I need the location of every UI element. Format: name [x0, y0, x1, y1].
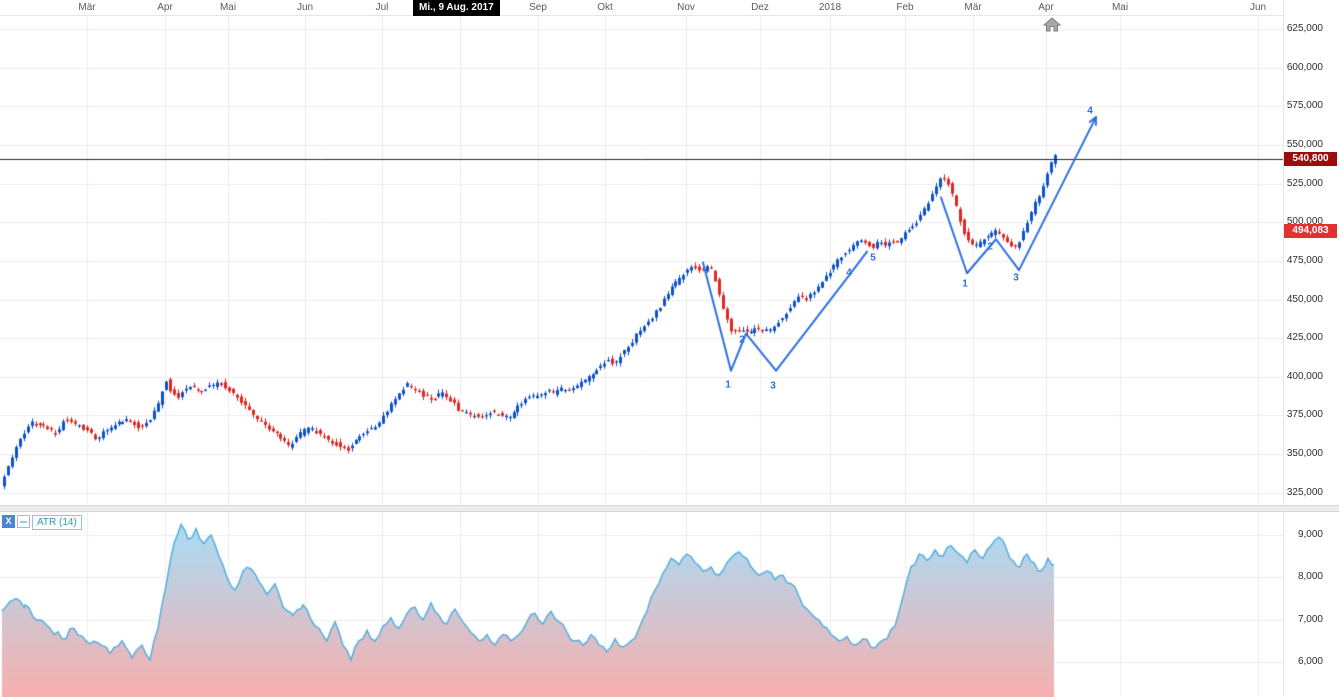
time-axis[interactable]: Mi., 9 Aug. 2017 Mär Apr Mai Jun Jul Sep Okt No…	[0, 0, 1283, 16]
month-label: Apr	[157, 2, 173, 13]
indicator-style-swatch[interactable]	[17, 515, 30, 528]
month-label: Jul	[375, 2, 389, 13]
month-label: Mai	[1111, 2, 1129, 13]
price-tick-label: 400,000	[1286, 370, 1323, 382]
home-icon	[1042, 17, 1062, 32]
month-label: Feb	[896, 2, 914, 13]
atr-indicator-canvas[interactable]	[0, 512, 1283, 697]
price-tick-label: 600,000	[1286, 61, 1323, 73]
price-axis[interactable]: 625,000 600,000 575,000 550,000 525,000 500,0…	[1283, 16, 1339, 505]
price-tick-label: 625,000	[1286, 22, 1323, 34]
price-chart-canvas[interactable]	[0, 16, 1283, 505]
axis-separator	[1283, 0, 1284, 697]
line-style-icon	[20, 521, 27, 523]
month-label: Mai	[219, 2, 237, 13]
price-tick-label: 375,000	[1286, 409, 1323, 421]
indicator-close-button[interactable]: X	[2, 515, 15, 528]
atr-tick-label: 6,000	[1297, 656, 1323, 668]
month-label: Mär	[964, 2, 982, 13]
month-label: Mär	[78, 2, 96, 13]
atr-tick-label: 9,000	[1297, 529, 1323, 541]
price-tick-label: 425,000	[1286, 332, 1323, 344]
price-tick-label: 525,000	[1286, 177, 1323, 189]
price-tick-label: 325,000	[1286, 486, 1323, 498]
atr-tick-label: 7,000	[1297, 613, 1323, 625]
month-label: Okt	[597, 2, 613, 13]
month-label: Dez	[751, 2, 769, 13]
price-tick-label: 575,000	[1286, 100, 1323, 112]
month-label: Jun	[1249, 2, 1267, 13]
price-tick-label: 500,000	[1286, 216, 1323, 228]
indicator-name-label[interactable]: ATR (14)	[32, 515, 82, 530]
month-label: Sep	[529, 2, 547, 13]
panel-splitter[interactable]	[0, 505, 1339, 512]
selected-date-label: Mi., 9 Aug. 2017	[413, 0, 500, 16]
month-label: Nov	[677, 2, 695, 13]
atr-tick-label: 8,000	[1297, 571, 1323, 583]
atr-axis: 9,000 8,000 7,000 6,000	[1283, 512, 1339, 697]
month-label: Apr	[1038, 2, 1054, 13]
scroll-to-latest-button[interactable]	[1042, 17, 1062, 32]
current-price-badge: 540,800	[1284, 152, 1337, 167]
previous-close-badge: 494,083	[1284, 224, 1337, 239]
month-label: Jun	[296, 2, 314, 13]
indicator-header: X ATR (14)	[2, 515, 82, 530]
close-icon: X	[5, 516, 12, 526]
price-tick-label: 450,000	[1286, 293, 1323, 305]
price-tick-label: 350,000	[1286, 448, 1323, 460]
month-label: 2018	[818, 2, 842, 13]
price-tick-label: 550,000	[1286, 138, 1323, 150]
price-tick-label: 475,000	[1286, 254, 1323, 266]
